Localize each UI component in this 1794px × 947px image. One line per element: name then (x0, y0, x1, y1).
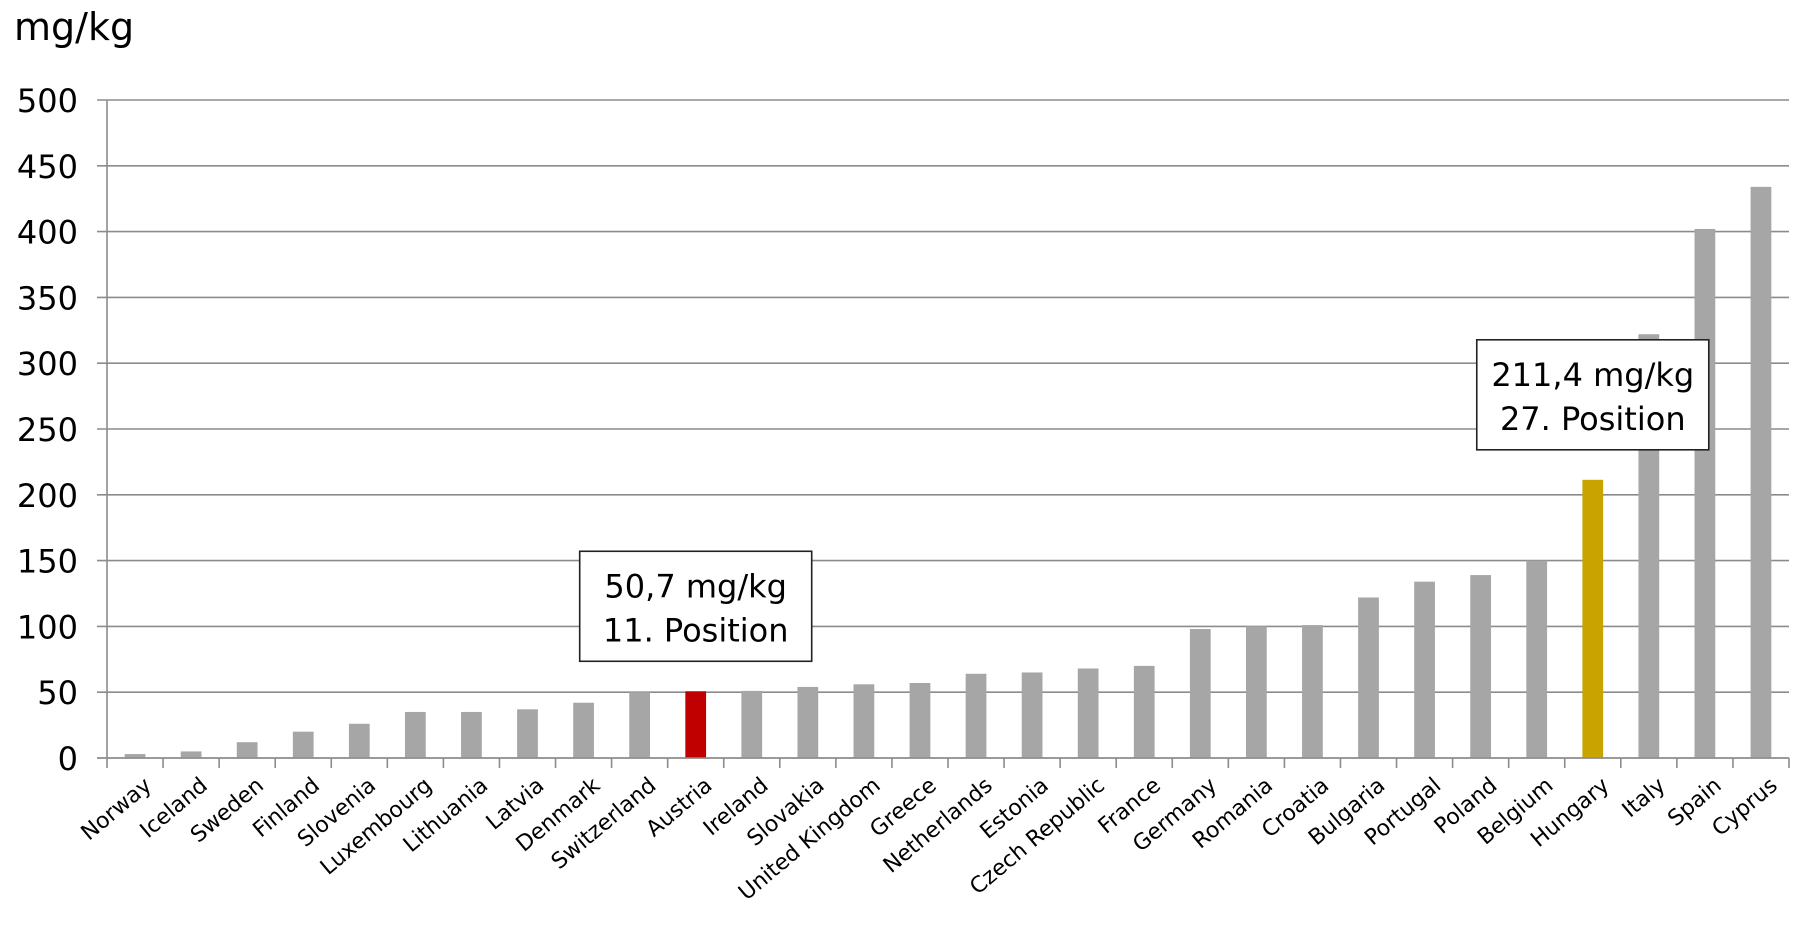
annotation-value: 50,7 mg/kg (604, 567, 787, 605)
bar (629, 692, 651, 758)
bar (236, 742, 258, 758)
bar (1133, 665, 1155, 758)
bar (1582, 479, 1604, 758)
bars (124, 186, 1772, 758)
category-labels: NorwayIcelandSwedenFinlandSloveniaLuxemb… (77, 773, 1783, 906)
y-tick-label: 200 (17, 477, 78, 515)
y-tick-label: 100 (17, 608, 78, 646)
y-tick-label: 250 (17, 411, 78, 449)
bar (1245, 626, 1267, 758)
y-tick-label: 500 (17, 82, 78, 120)
bar (1526, 560, 1548, 758)
gridlines (97, 99, 1789, 759)
y-tick-labels: 0 50 100 150 200 250 300 350 400 450 500 (17, 82, 78, 778)
bar (292, 731, 314, 758)
annotation-value: 211,4 mg/kg (1491, 356, 1694, 394)
bar (1694, 228, 1716, 758)
bar (1021, 672, 1043, 758)
bar (1189, 629, 1211, 758)
bar (180, 751, 202, 758)
y-axis-label: mg/kg (14, 5, 134, 49)
bar (909, 682, 931, 758)
annotation-box (578, 550, 813, 663)
annotation-position: 11. Position (603, 611, 789, 649)
y-tick-label: 150 (17, 543, 78, 581)
bar (517, 709, 538, 758)
bar (685, 691, 707, 758)
bar (741, 690, 763, 758)
bar (1358, 597, 1379, 758)
bar (573, 702, 594, 758)
bar (404, 711, 426, 758)
y-tick-label: 450 (17, 148, 78, 186)
y-tick-label: 350 (17, 279, 78, 317)
y-tick-label: 300 (17, 345, 78, 383)
bar (1414, 581, 1435, 758)
bar (1302, 625, 1323, 758)
bar (853, 684, 875, 758)
bar (348, 723, 370, 758)
bar (1750, 186, 1772, 758)
bar (461, 711, 482, 758)
annotation-position: 27. Position (1500, 400, 1686, 438)
bar (965, 673, 987, 758)
category-label: Italy (1618, 773, 1671, 823)
annotations: 50,7 mg/kg 11. Position 211,4 mg/kg 27. Pos… (578, 338, 1710, 663)
y-tick-label: 50 (37, 674, 78, 712)
bar (124, 754, 146, 758)
bar (1470, 575, 1492, 758)
bar (797, 686, 819, 758)
axes (97, 100, 1790, 768)
bar (1077, 668, 1099, 758)
annotation-box (1475, 338, 1710, 451)
y-tick-label: 400 (17, 214, 78, 252)
y-tick-label: 0 (58, 740, 78, 778)
